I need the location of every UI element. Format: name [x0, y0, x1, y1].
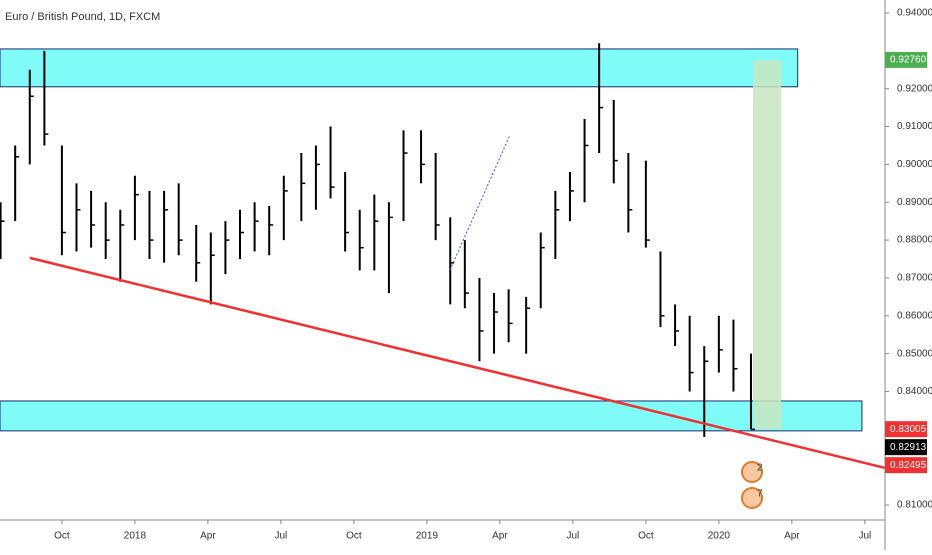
y-tick-label: 0.85000 — [897, 348, 932, 359]
y-tick-label: 0.87000 — [897, 273, 932, 284]
x-tick-label: Apr — [492, 531, 508, 542]
price-label: 0.82495 — [890, 460, 927, 471]
x-tick-label: Apr — [784, 531, 800, 542]
x-tick-label: 2019 — [416, 531, 439, 542]
price-label-box — [885, 457, 927, 474]
x-tick-label: Oct — [638, 531, 654, 542]
event-badge — [741, 461, 763, 483]
y-tick-label: 0.90000 — [897, 159, 932, 170]
y-tick-label: 0.86000 — [897, 310, 932, 321]
x-tick-label: Jul — [274, 531, 287, 542]
zone — [0, 48, 799, 88]
event-badge-label: 7 — [757, 489, 763, 500]
x-tick-label: Oct — [346, 531, 362, 542]
x-tick-label: 2018 — [124, 531, 147, 542]
x-tick-label: Jul — [858, 531, 871, 542]
x-tick-label: Oct — [54, 531, 70, 542]
price-label: 0.92760 — [890, 55, 927, 66]
price-label-box — [885, 439, 927, 456]
event-badge — [741, 487, 763, 509]
y-tick-label: 0.81000 — [897, 500, 932, 511]
y-tick-label: 0.91000 — [897, 121, 932, 132]
y-tick-label: 0.92000 — [897, 83, 932, 94]
zone — [0, 400, 863, 432]
trendline — [29, 256, 886, 470]
x-tick-label: Jul — [566, 531, 579, 542]
y-tick-label: 0.88000 — [897, 235, 932, 246]
plot-area — [0, 43, 886, 470]
y-tick-label: 0.84000 — [897, 386, 932, 397]
price-label-box — [885, 421, 927, 438]
event-badge-label: 2 — [757, 463, 763, 474]
price-label: 0.83005 — [890, 424, 927, 435]
x-tick-label: Apr — [200, 531, 216, 542]
y-tick-label: 0.94000 — [897, 8, 932, 19]
y-tick-label: 0.89000 — [897, 197, 932, 208]
target-box — [753, 59, 782, 430]
x-tick-label: 2020 — [708, 531, 731, 542]
price-label: 0.82913 — [890, 442, 927, 453]
drawing-arrow — [449, 134, 511, 271]
chart-title: Euro / British Pound, 1D, FXCM — [5, 11, 160, 23]
price-label-box — [885, 51, 927, 68]
